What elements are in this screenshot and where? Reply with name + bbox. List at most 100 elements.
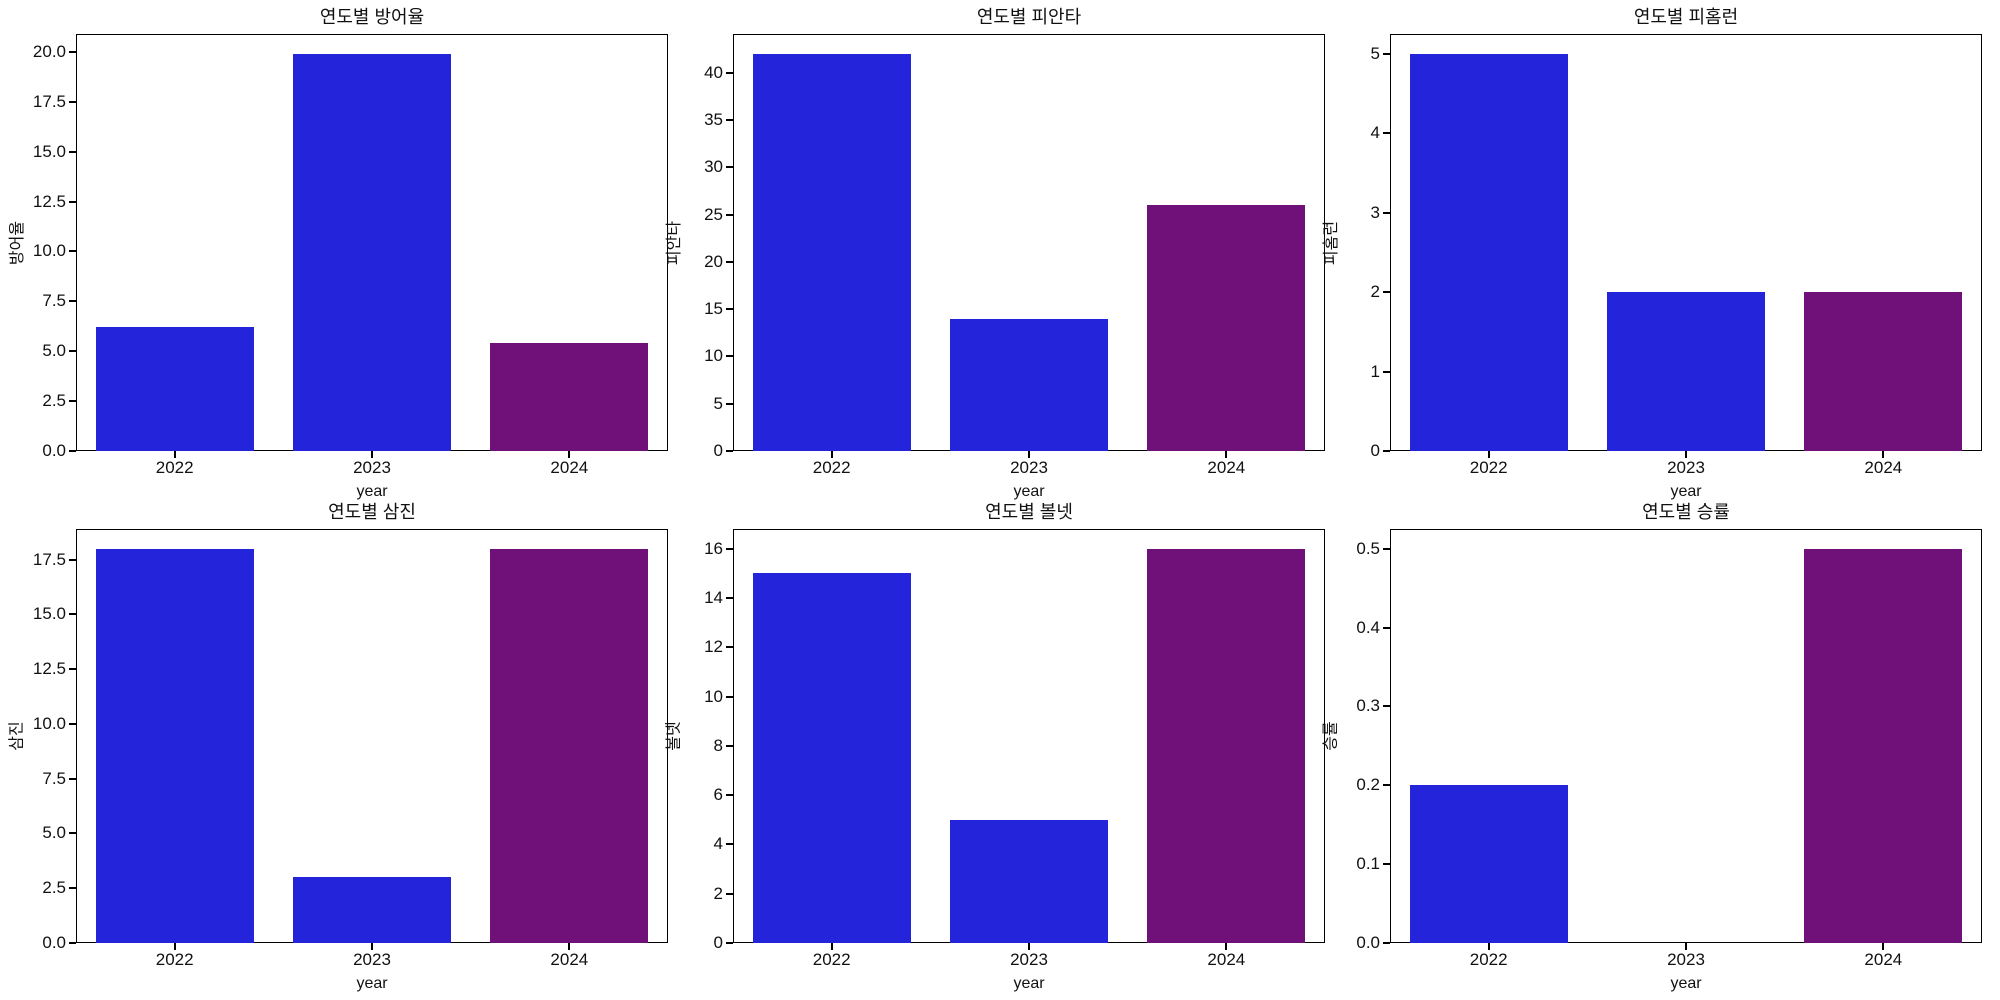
chart-title: 연도별 볼넷 bbox=[985, 502, 1073, 522]
bar-2022 bbox=[95, 327, 254, 451]
y-axis-label-text: 방어율 bbox=[9, 220, 27, 265]
y-tick-mark bbox=[1383, 705, 1390, 708]
y-tick-label: 15 bbox=[704, 299, 723, 319]
x-tick-label: 2024 bbox=[550, 458, 589, 477]
x-tick-label: 2023 bbox=[1667, 458, 1705, 477]
x-tick-label: 2023 bbox=[1010, 458, 1048, 477]
y-axis-label: 볼넷 bbox=[661, 529, 683, 943]
x-tick-mark bbox=[1028, 943, 1030, 950]
y-tick-mark bbox=[1383, 942, 1390, 944]
chart-title: 연도별 피안타 bbox=[976, 7, 1082, 27]
y-tick-label: 0 bbox=[1370, 441, 1380, 460]
x-tick-mark bbox=[1487, 943, 1490, 950]
y-axis-label-text: 삼진 bbox=[9, 721, 27, 751]
y-tick-mark bbox=[1383, 547, 1390, 550]
y-tick-label: 0.0 bbox=[42, 441, 66, 460]
y-tick-label: 20 bbox=[704, 251, 723, 271]
y-tick-mark bbox=[69, 832, 76, 835]
y-tick-label: 35 bbox=[704, 110, 723, 130]
x-tick-label: 2023 bbox=[353, 950, 391, 969]
bar-2022 bbox=[752, 53, 911, 451]
bar-2023 bbox=[293, 877, 451, 943]
y-tick-label: 12.5 bbox=[32, 659, 66, 679]
y-axis-label-text: 피홈런 bbox=[1323, 220, 1341, 265]
y-tick-mark bbox=[726, 744, 733, 747]
bar-2022 bbox=[1409, 53, 1568, 451]
y-tick-label: 0.4 bbox=[1356, 617, 1380, 637]
y-tick-label: 5 bbox=[713, 393, 723, 413]
bar-2024 bbox=[1804, 548, 1963, 943]
y-tick-label: 15.0 bbox=[32, 141, 66, 161]
y-tick-mark bbox=[726, 597, 733, 599]
bar-2023 bbox=[1607, 292, 1765, 451]
y-tick-label: 0.0 bbox=[1356, 933, 1380, 952]
y-tick-label: 4 bbox=[713, 834, 723, 854]
y-tick-label: 10.0 bbox=[32, 713, 66, 733]
x-tick-mark bbox=[568, 943, 571, 950]
y-tick-label: 7.5 bbox=[42, 291, 66, 311]
y-axis-label: 방어율 bbox=[4, 34, 26, 451]
y-axis-label: 피안타 bbox=[661, 34, 683, 451]
y-tick-mark bbox=[69, 722, 76, 725]
x-tick-mark bbox=[1225, 943, 1228, 950]
x-axis-label: year bbox=[1670, 975, 1702, 992]
bar-2024 bbox=[490, 548, 649, 943]
y-tick-mark bbox=[69, 613, 76, 616]
x-tick-mark bbox=[173, 943, 176, 950]
y-tick-mark bbox=[726, 942, 733, 944]
bar-2024 bbox=[1804, 292, 1963, 451]
x-tick-mark bbox=[371, 943, 373, 950]
x-tick-label: 2022 bbox=[1469, 458, 1508, 477]
y-tick-label: 2.5 bbox=[42, 878, 66, 898]
y-tick-label: 4 bbox=[1370, 123, 1380, 143]
x-axis-label: year bbox=[1670, 483, 1702, 500]
x-tick-label: 2024 bbox=[550, 950, 589, 969]
y-tick-mark bbox=[726, 119, 733, 122]
y-tick-mark bbox=[1383, 863, 1390, 866]
y-tick-label: 3 bbox=[1370, 202, 1380, 222]
y-tick-mark bbox=[1383, 450, 1390, 452]
y-axis-label-text: 볼넷 bbox=[666, 721, 684, 751]
y-tick-label: 10 bbox=[704, 346, 723, 366]
y-tick-label: 10 bbox=[704, 686, 723, 706]
y-tick-label: 2.5 bbox=[42, 391, 66, 411]
x-tick-mark bbox=[830, 451, 833, 458]
y-tick-label: 0.2 bbox=[1356, 775, 1380, 795]
y-tick-label: 20.0 bbox=[32, 41, 66, 61]
y-tick-label: 0 bbox=[713, 933, 723, 952]
x-tick-label: 2022 bbox=[155, 950, 194, 969]
y-tick-mark bbox=[69, 558, 76, 561]
y-axis-label: 승률 bbox=[1318, 529, 1340, 943]
y-tick-mark bbox=[1383, 291, 1390, 294]
y-tick-mark bbox=[726, 308, 733, 311]
x-axis-label: year bbox=[1013, 975, 1045, 992]
y-axis-label-text: 승률 bbox=[1323, 721, 1341, 751]
y-tick-label: 7.5 bbox=[42, 768, 66, 788]
y-tick-mark bbox=[726, 892, 733, 895]
bar-2022 bbox=[752, 573, 911, 943]
bar-2023 bbox=[293, 54, 451, 451]
y-tick-mark bbox=[1383, 784, 1390, 787]
y-tick-mark bbox=[726, 260, 733, 263]
y-tick-mark bbox=[726, 450, 733, 452]
y-tick-mark bbox=[726, 166, 733, 169]
y-tick-mark bbox=[1383, 626, 1390, 629]
y-tick-label: 5.0 bbox=[42, 341, 66, 361]
y-tick-mark bbox=[69, 250, 76, 253]
y-tick-mark bbox=[1383, 370, 1390, 373]
y-tick-mark bbox=[69, 150, 76, 153]
x-tick-label: 2022 bbox=[812, 950, 851, 969]
x-tick-mark bbox=[568, 451, 571, 458]
y-tick-label: 5.0 bbox=[42, 823, 66, 843]
x-axis-label: year bbox=[356, 975, 388, 992]
bar-2024 bbox=[1147, 548, 1306, 943]
y-tick-mark bbox=[1383, 132, 1390, 135]
y-tick-label: 12.5 bbox=[32, 191, 66, 211]
y-tick-mark bbox=[69, 777, 76, 780]
x-tick-mark bbox=[1685, 451, 1687, 458]
chart-title: 연도별 방어율 bbox=[319, 7, 425, 27]
y-tick-label: 12 bbox=[704, 637, 723, 657]
y-tick-mark bbox=[726, 547, 733, 550]
y-tick-label: 0.1 bbox=[1356, 854, 1380, 874]
x-tick-label: 2024 bbox=[1864, 458, 1903, 477]
